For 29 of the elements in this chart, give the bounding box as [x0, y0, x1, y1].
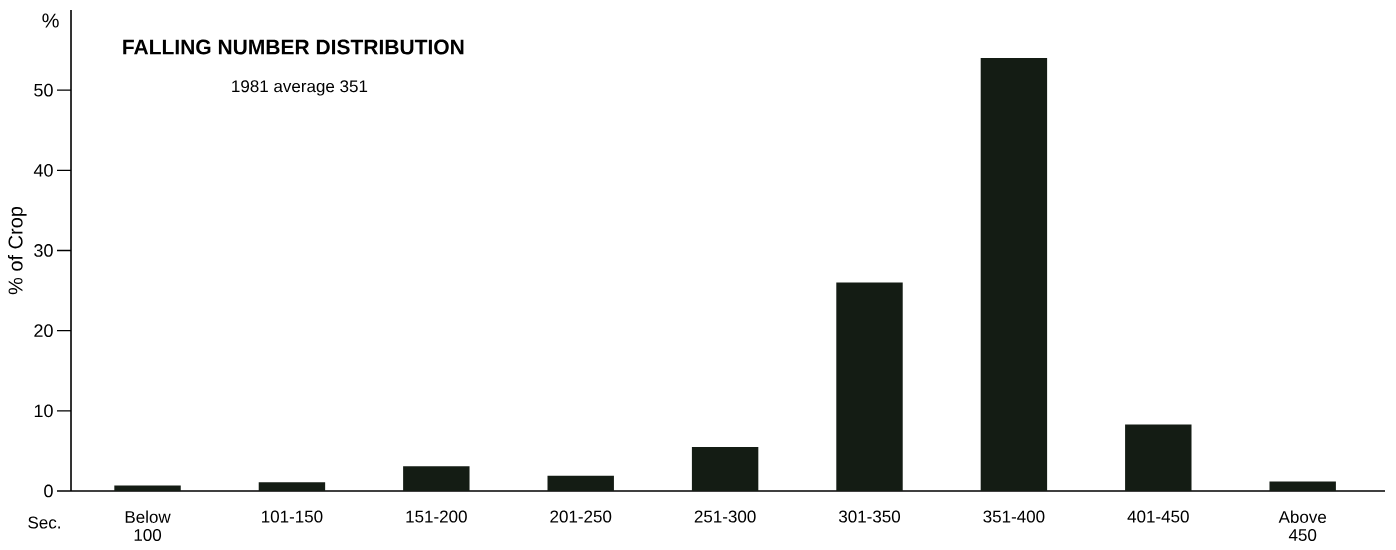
text: FALLING NUMBER DISTRIBUTION	[123, 39, 464, 55]
x-tick-label: 351-400	[983, 510, 1045, 523]
bar	[980, 58, 1048, 491]
y-tick-label: 30	[34, 244, 53, 257]
text: %	[42, 13, 59, 28]
x-tick-label: 201-250	[550, 510, 612, 523]
bar	[547, 475, 614, 491]
x-tick-label: Below 100	[125, 510, 171, 542]
y-tick-label: 20	[34, 324, 53, 338]
bar	[403, 466, 470, 491]
bar	[1125, 424, 1192, 491]
bar	[836, 282, 903, 491]
y-tick-label: 40	[33, 163, 53, 177]
x-axis-title: Sec.	[28, 516, 60, 529]
x-tick-label: Above 450	[1278, 510, 1327, 542]
x-tick-label: 301-350	[838, 510, 901, 523]
bar	[691, 446, 759, 491]
text: 1981 average 351	[232, 80, 368, 96]
x-tick-label: 401-450	[1127, 510, 1189, 523]
y-tick-label: 0	[44, 484, 53, 498]
y-tick-label: 50	[34, 83, 53, 97]
y-axis-title: % of Crop	[7, 206, 27, 295]
x-tick-label: 251-300	[694, 510, 756, 523]
y-tick-label: 10	[34, 404, 53, 418]
bar	[114, 485, 181, 491]
bar	[258, 482, 326, 491]
x-tick-label: 151-200	[406, 510, 467, 523]
x-tick-label: 101-150	[262, 510, 323, 523]
bar	[1269, 481, 1336, 491]
